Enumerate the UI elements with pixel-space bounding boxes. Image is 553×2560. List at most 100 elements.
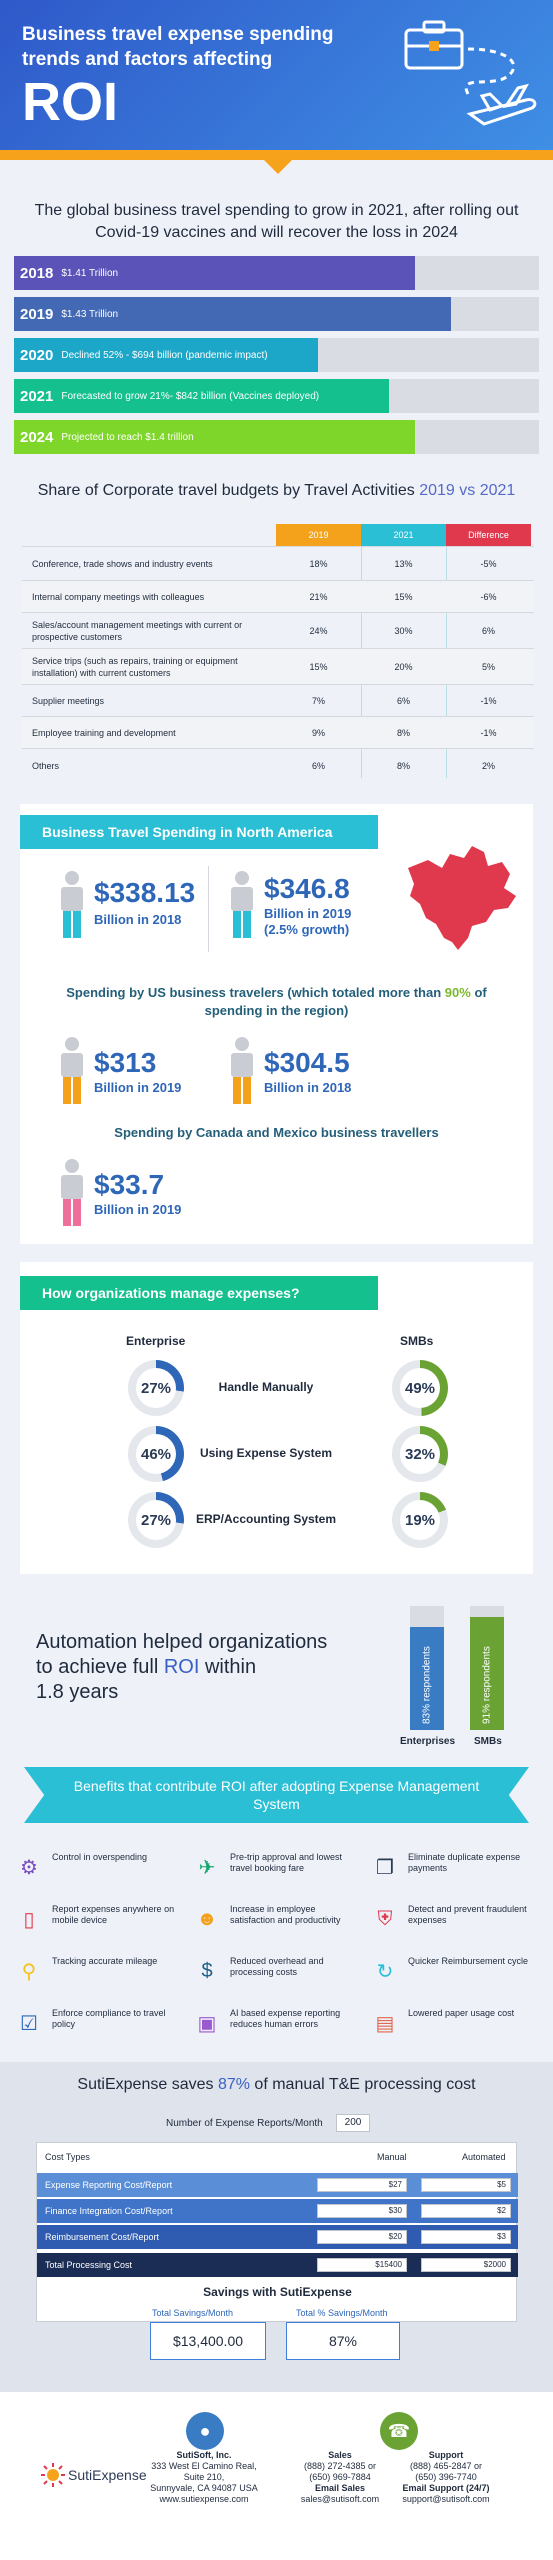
table-cell-v2021: 6%	[396, 695, 410, 706]
table-cell-diff: 2%	[481, 760, 495, 771]
bar-label: Projected to reach $1.4 trillion	[61, 431, 194, 443]
savings-calculator: Cost Types Manual Automated Expense Repo…	[36, 2142, 518, 2322]
benefit-text: Lowered paper usage cost	[408, 2008, 515, 2018]
logo-sun-icon	[41, 2463, 65, 2487]
ent-donut: 46%	[128, 1426, 184, 1482]
table-cell-v2019: 9%	[311, 727, 325, 738]
logo-text: SutiExpense	[68, 2467, 147, 2483]
benefit-item: ▤ Lowered paper usage cost	[370, 2006, 540, 2046]
global-spending-title: The global business travel spending to g…	[34, 202, 519, 241]
person-icon	[228, 1036, 256, 1106]
manage-method-label: Using Expense System	[199, 1446, 333, 1460]
footer	[0, 2392, 553, 2560]
table-cell-diff: -1%	[480, 695, 497, 706]
mobile-icon: ▯	[23, 1908, 35, 1931]
total-row: Total Processing Cost $15400 $2000	[37, 2253, 518, 2277]
table-cell-v2021: 20%	[394, 661, 413, 672]
north-america-tab: Business Travel Spending in North Americ…	[20, 815, 378, 849]
enterprise-roi-text: 83% respondents	[421, 1646, 433, 1724]
donut-value: 19%	[400, 1500, 440, 1540]
table-cell-v2021: 8%	[396, 727, 410, 738]
month-savings-field[interactable]: $13,400.00	[150, 2322, 266, 2360]
checklist-icon: ☑	[20, 2012, 38, 2035]
table-cell-v2019: 15%	[309, 661, 328, 672]
bar-label: Declined 52% - $694 billion (pandemic im…	[61, 349, 268, 361]
na-divider	[208, 866, 209, 952]
table-header-1: 2021	[361, 524, 446, 546]
manual-cost-field[interactable]: $20	[317, 2230, 407, 2244]
sales-email-link[interactable]: sales@sutisoft.com	[300, 2494, 380, 2504]
automation-statement: Automation helped organizations to achie…	[36, 1631, 328, 1703]
cost-row: Expense Reporting Cost/Report $27 $5	[37, 2173, 518, 2197]
travel-illustration-icon	[404, 20, 537, 126]
benefit-text: Report expenses anywhere on mobile devic…	[52, 1904, 175, 1925]
na-2018-value: $338.13	[94, 877, 196, 908]
na-2019-label: Billion in 2019	[264, 906, 352, 921]
footer-support: Support (888) 465-2847 or (650) 396-7740 …	[386, 2450, 506, 2505]
cost-row: Finance Integration Cost/Report $30 $2	[37, 2199, 518, 2223]
table-row: Employee training and development 9% 8% -1%	[22, 716, 534, 748]
us-2019-value: $313	[94, 1047, 157, 1078]
sutiexpense-logo: SutiExpense	[40, 2462, 147, 2488]
donut-value: 49%	[400, 1368, 440, 1408]
benefit-item: ⚲ Tracking accurate mileage	[14, 1954, 184, 1994]
table-cell-v2019: 21%	[309, 591, 328, 602]
bar-label: Forecasted to grow 21%- $842 billion (Va…	[61, 390, 320, 402]
donut-value: 27%	[136, 1500, 176, 1540]
manual-cost-field[interactable]: $30	[317, 2204, 407, 2218]
enterprise-roi-label: Enterprises	[400, 1736, 456, 1747]
benefit-text: Enforce compliance to travel policy	[52, 2008, 166, 2029]
reports-input[interactable]: 200	[336, 2114, 370, 2132]
header-banner	[0, 0, 553, 150]
duplicate-icon: ❐	[376, 1856, 394, 1879]
chip-icon: ▣	[197, 2012, 217, 2035]
auto-cost-field[interactable]: $3	[421, 2230, 511, 2244]
table-cell-label: Service trips (such as repairs, training…	[32, 655, 238, 678]
person-icon	[228, 870, 256, 940]
donut-value: 32%	[400, 1434, 440, 1474]
bar-year: 2019	[20, 305, 54, 323]
us-2018-value: $304.5	[264, 1047, 350, 1078]
us-2019-label: Billion in 2019	[94, 1080, 182, 1095]
north-america-map-icon	[408, 846, 516, 950]
location-pin-icon: ●	[186, 2412, 224, 2450]
bar-year: 2024	[20, 428, 54, 446]
bar-year: 2021	[20, 387, 54, 405]
table-row: Conference, trade shows and industry eve…	[22, 546, 534, 580]
paper-minus-icon: ▤	[375, 2012, 395, 2035]
total-manual-field[interactable]: $15400	[317, 2258, 407, 2272]
col-cost-types: Cost Types	[45, 2152, 90, 2162]
table-cell-v2019: 18%	[309, 558, 328, 569]
manual-cost-field[interactable]: $27	[317, 2178, 407, 2192]
table-cell-v2021: 8%	[396, 760, 410, 771]
cost-label: Expense Reporting Cost/Report	[45, 2180, 173, 2190]
benefit-item: ☑ Enforce compliance to travel policy	[14, 2006, 184, 2046]
benefit-item: ✈ Pre-trip approval and lowest travel boo…	[192, 1850, 362, 1890]
spending-bar-2019: 2019 $1.43 Trillion	[14, 297, 539, 331]
plane-icon: ✈	[198, 1856, 216, 1879]
auto-cost-field[interactable]: $2	[421, 2204, 511, 2218]
benefit-text: Tracking accurate mileage	[52, 1956, 158, 1966]
support-email-link[interactable]: support@sutisoft.com	[402, 2494, 490, 2504]
manage-method-label: ERP/Accounting System	[195, 1512, 337, 1526]
benefit-item: ⛨ Detect and prevent fraudulent expenses	[370, 1902, 540, 1942]
spending-bar-fill: 2020 Declined 52% - $694 billion (pandemi…	[14, 338, 319, 372]
shield-icon: ⛨	[377, 1907, 393, 1930]
people-icon: ☻	[196, 1907, 218, 1930]
benefit-text: Eliminate duplicate expense payments	[408, 1852, 521, 1873]
savings-title: SutiExpense saves 87% of manual T&E proc…	[77, 2076, 476, 2093]
total-auto-field[interactable]: $2000	[421, 2258, 511, 2272]
headset-icon: ☎	[380, 2412, 418, 2450]
table-cell-v2019: 6%	[311, 760, 325, 771]
table-cell-v2021: 13%	[394, 558, 413, 569]
auto-cost-field[interactable]: $5	[421, 2178, 511, 2192]
spending-bar-2021: 2021 Forecasted to grow 21%- $842 billion…	[14, 379, 539, 413]
spending-bar-2024: 2024 Projected to reach $1.4 trillion	[14, 420, 539, 454]
cost-label: Reimbursement Cost/Report	[45, 2232, 160, 2242]
pct-savings-field[interactable]: 87%	[286, 2322, 400, 2360]
us-2018-label: Billion in 2018	[264, 1080, 352, 1095]
website-link[interactable]: www.sutiexpense.com	[159, 2494, 249, 2504]
ent-donut: 27%	[128, 1492, 184, 1548]
table-cell-label: Conference, trade shows and industry eve…	[32, 558, 213, 569]
table-cell-label: Employee training and development	[32, 727, 176, 738]
